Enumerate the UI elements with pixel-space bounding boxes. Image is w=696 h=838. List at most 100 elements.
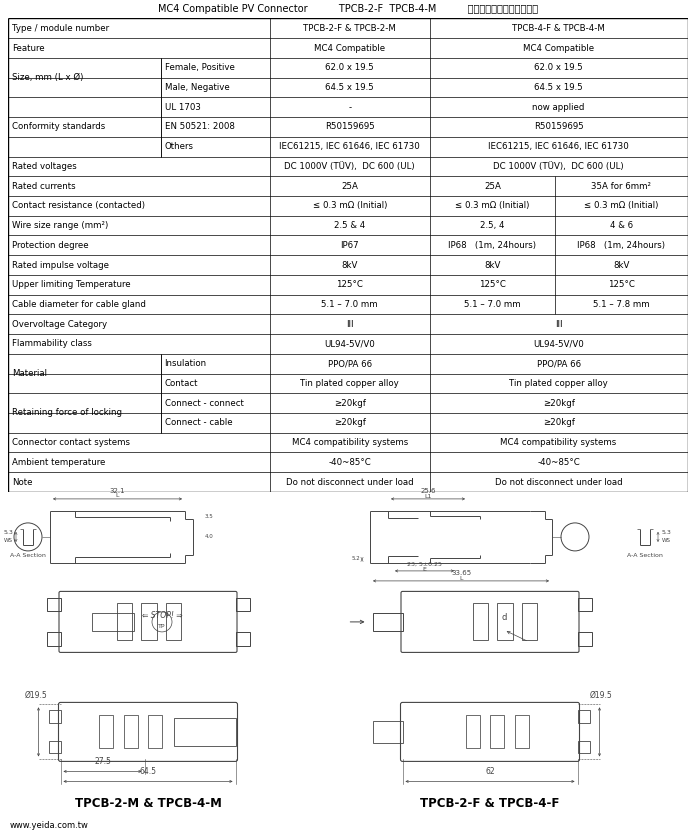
Text: MC4 Compatible: MC4 Compatible <box>314 44 386 53</box>
Text: Size, mm (L x Ø): Size, mm (L x Ø) <box>12 73 83 82</box>
Text: R50159695: R50159695 <box>534 122 583 132</box>
Text: A-A Section: A-A Section <box>10 553 46 558</box>
Text: now applied: now applied <box>532 103 585 111</box>
Text: -: - <box>348 103 351 111</box>
Bar <box>174 718 235 746</box>
Bar <box>116 603 132 640</box>
Text: R50159695: R50159695 <box>325 122 374 132</box>
Text: 2.5, 4: 2.5, 4 <box>480 221 505 230</box>
Text: ≥20kgf: ≥20kgf <box>543 418 574 427</box>
Text: Ø19.5: Ø19.5 <box>590 691 613 700</box>
Bar <box>47 633 61 646</box>
Text: Others: Others <box>164 142 193 151</box>
Text: Insulation: Insulation <box>164 360 207 368</box>
Text: 25A: 25A <box>341 182 358 190</box>
Text: -40~85°C: -40~85°C <box>537 458 580 467</box>
Text: Cable diameter for cable gland: Cable diameter for cable gland <box>12 300 145 309</box>
Text: DC 1000V (TÜV),  DC 600 (UL): DC 1000V (TÜV), DC 600 (UL) <box>285 162 415 171</box>
Text: Connector contact systems: Connector contact systems <box>12 438 129 447</box>
Text: WS: WS <box>662 538 671 543</box>
Bar <box>578 711 590 722</box>
Text: UL94-5V/V0: UL94-5V/V0 <box>324 339 375 349</box>
Text: ≤ 0.3 mΩ (Initial): ≤ 0.3 mΩ (Initial) <box>584 201 658 210</box>
Bar <box>141 603 157 640</box>
Text: 35A for 6mm²: 35A for 6mm² <box>592 182 651 190</box>
Bar <box>578 597 592 612</box>
Text: 23, 5±0.25: 23, 5±0.25 <box>407 562 442 566</box>
Text: A-A Section: A-A Section <box>627 553 663 558</box>
Text: Wire size range (mm²): Wire size range (mm²) <box>12 221 108 230</box>
Text: Feature: Feature <box>12 44 45 53</box>
Text: Contact: Contact <box>164 379 198 388</box>
Bar <box>521 603 537 640</box>
Text: MC4 Compatible PV Connector          TPCB-2-F  TPCB-4-M          太陽能光伏電纜專用連接器: MC4 Compatible PV Connector TPCB-2-F TPC… <box>158 4 538 14</box>
Text: TPCB-2-F & TPCB-4-F: TPCB-2-F & TPCB-4-F <box>420 798 560 810</box>
Text: Overvoltage Category: Overvoltage Category <box>12 320 107 328</box>
Bar <box>497 603 513 640</box>
Text: IEC61215, IEC 61646, IEC 61730: IEC61215, IEC 61646, IEC 61730 <box>279 142 420 151</box>
Text: 3.5: 3.5 <box>205 515 214 520</box>
Text: Do not disconnect under load: Do not disconnect under load <box>495 478 622 487</box>
Text: TP: TP <box>158 624 166 629</box>
Text: MC4 compatibility systems: MC4 compatibility systems <box>292 438 408 447</box>
Text: 125°C: 125°C <box>608 280 635 289</box>
Text: ≤ 0.3 mΩ (Initial): ≤ 0.3 mΩ (Initial) <box>455 201 530 210</box>
Text: PPO/PA 66: PPO/PA 66 <box>328 360 372 368</box>
Text: 2.5 & 4: 2.5 & 4 <box>334 221 365 230</box>
Text: 5.2: 5.2 <box>351 556 360 561</box>
Text: IEC61215, IEC 61646, IEC 61730: IEC61215, IEC 61646, IEC 61730 <box>488 142 629 151</box>
Text: ⇐ STOP! ⇒: ⇐ STOP! ⇒ <box>142 612 182 620</box>
Text: 4 & 6: 4 & 6 <box>610 221 633 230</box>
Text: 5.3: 5.3 <box>662 530 672 535</box>
Bar <box>47 597 61 612</box>
Text: Ø19.5: Ø19.5 <box>25 691 48 700</box>
Bar <box>578 633 592 646</box>
Text: TPCB-4-F & TPCB-4-M: TPCB-4-F & TPCB-4-M <box>512 23 605 33</box>
Text: Tin plated copper alloy: Tin plated copper alloy <box>509 379 608 388</box>
Bar <box>473 603 489 640</box>
Text: L: L <box>116 493 119 498</box>
Text: 8kV: 8kV <box>484 261 500 270</box>
Bar <box>235 633 249 646</box>
Text: 32.1: 32.1 <box>110 488 125 494</box>
Bar <box>514 716 528 748</box>
Bar <box>578 742 590 753</box>
Text: ≥20kgf: ≥20kgf <box>334 399 365 407</box>
Bar <box>148 716 162 748</box>
Text: ≥20kgf: ≥20kgf <box>543 399 574 407</box>
Text: 27.5: 27.5 <box>94 758 111 767</box>
Text: EN 50521: 2008: EN 50521: 2008 <box>164 122 235 132</box>
Bar <box>372 721 402 743</box>
Text: 62.0 x 19.5: 62.0 x 19.5 <box>535 63 583 72</box>
Text: WS: WS <box>4 538 13 543</box>
Text: Upper limiting Temperature: Upper limiting Temperature <box>12 280 130 289</box>
Text: Male, Negative: Male, Negative <box>164 83 230 92</box>
Bar <box>166 603 181 640</box>
Text: www.yeida.com.tw: www.yeida.com.tw <box>10 821 89 830</box>
Bar <box>235 597 249 612</box>
Text: IP68   (1m, 24hours): IP68 (1m, 24hours) <box>578 241 665 250</box>
Text: III: III <box>555 320 562 328</box>
Text: Rated voltages: Rated voltages <box>12 162 77 171</box>
Text: IP67: IP67 <box>340 241 359 250</box>
Text: L: L <box>459 576 463 581</box>
Text: IP68   (1m, 24hours): IP68 (1m, 24hours) <box>448 241 537 250</box>
Text: 64.5: 64.5 <box>139 768 157 776</box>
Text: 64.5 x 19.5: 64.5 x 19.5 <box>535 83 583 92</box>
Text: Contact resistance (contacted): Contact resistance (contacted) <box>12 201 145 210</box>
Text: ≥20kgf: ≥20kgf <box>334 418 365 427</box>
Bar <box>49 711 61 722</box>
Bar <box>99 716 113 748</box>
Text: Tin plated copper alloy: Tin plated copper alloy <box>300 379 399 388</box>
Text: Connect - connect: Connect - connect <box>164 399 244 407</box>
Text: 25A: 25A <box>484 182 501 190</box>
Text: L1: L1 <box>425 494 432 499</box>
Text: 62.0 x 19.5: 62.0 x 19.5 <box>325 63 374 72</box>
Text: MC4 compatibility systems: MC4 compatibility systems <box>500 438 617 447</box>
Text: Rated impulse voltage: Rated impulse voltage <box>12 261 109 270</box>
Text: Conformity standards: Conformity standards <box>12 122 105 132</box>
Text: UL 1703: UL 1703 <box>164 103 200 111</box>
Text: 125°C: 125°C <box>479 280 506 289</box>
Text: Do not disconnect under load: Do not disconnect under load <box>286 478 413 487</box>
Text: MC4 Compatible: MC4 Compatible <box>523 44 594 53</box>
